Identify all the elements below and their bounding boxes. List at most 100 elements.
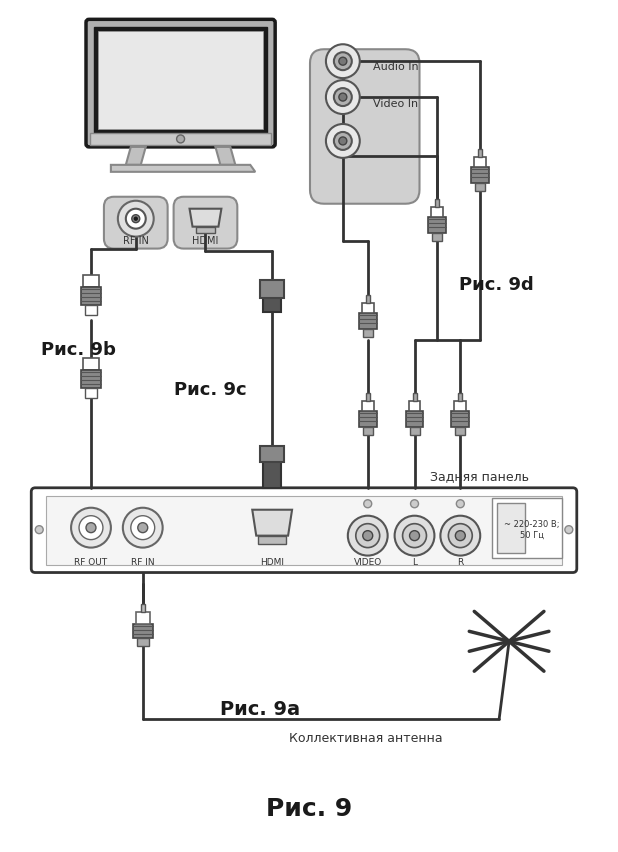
Circle shape bbox=[326, 124, 360, 158]
Bar bbox=[413, 393, 417, 401]
Bar bbox=[431, 207, 443, 216]
Bar bbox=[472, 167, 489, 183]
Bar bbox=[46, 496, 562, 565]
Bar bbox=[363, 330, 373, 337]
Text: Audio In: Audio In bbox=[373, 62, 418, 72]
Text: HDMI: HDMI bbox=[192, 236, 219, 245]
Bar bbox=[263, 460, 281, 488]
Bar bbox=[85, 389, 97, 398]
Bar bbox=[454, 401, 467, 411]
Text: Video In: Video In bbox=[373, 99, 418, 109]
Bar bbox=[459, 393, 462, 401]
Text: Рис. 9а: Рис. 9а bbox=[220, 699, 300, 718]
Text: Задняя панель: Задняя панель bbox=[430, 470, 529, 483]
Circle shape bbox=[86, 522, 96, 532]
Circle shape bbox=[131, 515, 154, 539]
Circle shape bbox=[334, 52, 352, 70]
Circle shape bbox=[395, 515, 434, 556]
Bar bbox=[362, 303, 374, 314]
Text: L: L bbox=[412, 558, 417, 567]
FancyBboxPatch shape bbox=[104, 197, 167, 249]
Circle shape bbox=[334, 88, 352, 106]
Text: ~ 220-230 В;
50 Гц: ~ 220-230 В; 50 Гц bbox=[504, 520, 560, 539]
Bar bbox=[98, 32, 263, 129]
Circle shape bbox=[402, 524, 426, 548]
Circle shape bbox=[456, 500, 464, 508]
Circle shape bbox=[339, 57, 347, 66]
Circle shape bbox=[339, 93, 347, 101]
Bar bbox=[260, 446, 284, 462]
Bar bbox=[492, 498, 562, 557]
Bar bbox=[90, 133, 271, 145]
Polygon shape bbox=[190, 209, 221, 227]
Text: VIDEO: VIDEO bbox=[353, 558, 382, 567]
FancyBboxPatch shape bbox=[32, 488, 577, 573]
Circle shape bbox=[177, 135, 185, 143]
Circle shape bbox=[35, 526, 43, 533]
Bar bbox=[359, 314, 377, 330]
Circle shape bbox=[455, 531, 465, 541]
FancyBboxPatch shape bbox=[310, 49, 420, 204]
Circle shape bbox=[326, 44, 360, 78]
Bar bbox=[137, 638, 149, 647]
Bar bbox=[428, 216, 446, 233]
Bar bbox=[136, 613, 150, 625]
Circle shape bbox=[449, 524, 472, 548]
Polygon shape bbox=[252, 509, 292, 536]
Text: Рис. 9: Рис. 9 bbox=[266, 797, 352, 820]
Bar bbox=[366, 296, 370, 303]
Bar bbox=[362, 401, 374, 411]
Bar bbox=[497, 503, 525, 553]
Circle shape bbox=[339, 137, 347, 145]
Polygon shape bbox=[126, 147, 146, 164]
Bar bbox=[408, 401, 420, 411]
Bar bbox=[363, 427, 373, 435]
Bar bbox=[83, 358, 99, 370]
Circle shape bbox=[410, 500, 418, 508]
Circle shape bbox=[118, 201, 154, 237]
Circle shape bbox=[132, 215, 140, 222]
FancyBboxPatch shape bbox=[174, 197, 237, 249]
Text: Рис. 9b: Рис. 9b bbox=[41, 342, 116, 360]
Circle shape bbox=[326, 80, 360, 114]
FancyBboxPatch shape bbox=[86, 20, 275, 147]
Circle shape bbox=[126, 209, 146, 228]
Circle shape bbox=[348, 515, 387, 556]
Polygon shape bbox=[111, 164, 255, 172]
Text: RF IN: RF IN bbox=[131, 558, 154, 567]
Circle shape bbox=[71, 508, 111, 548]
Bar bbox=[478, 149, 482, 157]
Bar bbox=[133, 625, 153, 638]
Bar bbox=[258, 536, 286, 544]
Text: RF IN: RF IN bbox=[123, 236, 149, 245]
Bar bbox=[85, 305, 97, 315]
Circle shape bbox=[363, 531, 373, 541]
Text: Рис. 9c: Рис. 9c bbox=[174, 381, 246, 399]
Circle shape bbox=[356, 524, 379, 548]
Bar bbox=[81, 287, 101, 305]
Bar bbox=[410, 427, 420, 435]
Bar bbox=[260, 280, 284, 298]
Text: HDMI: HDMI bbox=[260, 558, 284, 567]
Bar bbox=[436, 199, 439, 207]
Circle shape bbox=[123, 508, 163, 548]
Circle shape bbox=[138, 522, 148, 532]
Bar bbox=[433, 233, 442, 240]
Bar bbox=[263, 296, 281, 313]
Bar bbox=[475, 183, 485, 191]
Text: RF OUT: RF OUT bbox=[74, 558, 108, 567]
Bar bbox=[451, 411, 469, 427]
Bar bbox=[81, 370, 101, 389]
Text: Рис. 9d: Рис. 9d bbox=[459, 276, 534, 295]
Bar bbox=[94, 27, 267, 133]
Circle shape bbox=[410, 531, 420, 541]
Bar bbox=[195, 227, 216, 233]
Circle shape bbox=[364, 500, 371, 508]
Circle shape bbox=[134, 217, 137, 220]
Circle shape bbox=[79, 515, 103, 539]
Bar bbox=[455, 427, 465, 435]
Polygon shape bbox=[216, 147, 235, 164]
Bar bbox=[474, 157, 486, 167]
Bar bbox=[366, 393, 370, 401]
Text: R: R bbox=[457, 558, 464, 567]
